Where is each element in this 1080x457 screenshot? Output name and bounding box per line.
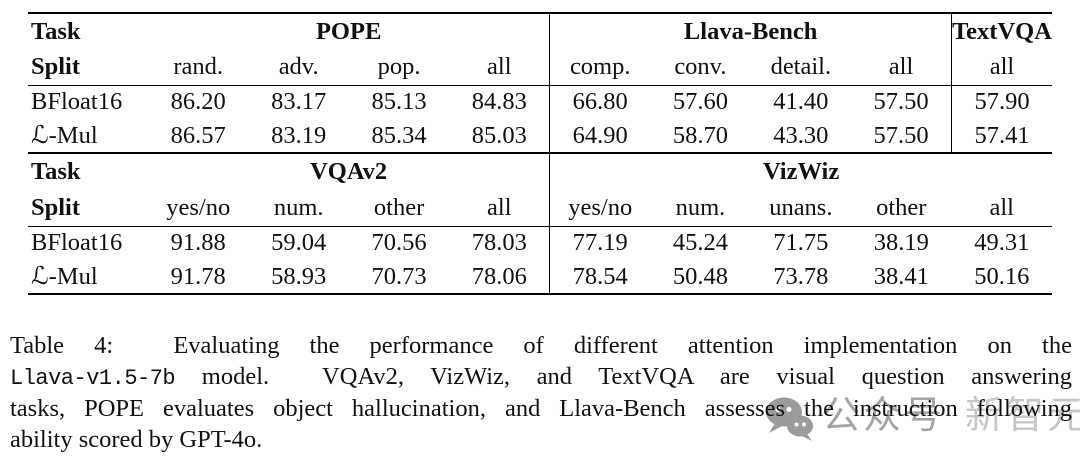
- table-section-pope-llavabench-textvqa: Task POPE Llava-Bench TextVQA Split rand…: [28, 12, 1052, 154]
- subheader: unans.: [750, 190, 852, 227]
- data-cell: 57.41: [974, 121, 1030, 149]
- subheader: all: [449, 190, 551, 227]
- subheader: rand.: [148, 49, 249, 86]
- split-header: Split: [28, 190, 148, 227]
- data-cell: 70.73: [371, 262, 427, 290]
- table-section-vqav2-vizwiz: Task VQAv2 VizWiz Split yes/no num. othe…: [28, 154, 1052, 295]
- data-cell: 58.93: [271, 262, 327, 290]
- data-cell: 91.78: [170, 262, 226, 290]
- data-cell: 91.88: [170, 229, 226, 257]
- data-cell: 50.48: [672, 262, 728, 290]
- caption-line-2: Llava-v1.5-7b model. VQAv2, VizWiz, and …: [10, 362, 1072, 395]
- data-cell: 86.57: [170, 121, 226, 149]
- data-cell: 84.83: [449, 85, 551, 119]
- group-header-vizwiz: VizWiz: [763, 158, 840, 186]
- caption-line-4: ability scored by GPT-4o.: [10, 425, 263, 453]
- chat-bubbles-icon: [766, 397, 813, 441]
- subheader: num.: [248, 190, 349, 227]
- data-cell: 57.50: [851, 119, 953, 153]
- data-cell: 86.20: [170, 88, 226, 116]
- data-cell: 83.17: [271, 88, 327, 116]
- data-cell: 57.60: [672, 88, 728, 116]
- row-label: BFloat16: [31, 229, 123, 257]
- data-cell: 38.19: [873, 229, 929, 257]
- table-row-lmul: ℒ-Mul 91.78 58.93 70.73 78.06 78.54 50.4…: [28, 260, 1052, 294]
- watermark-brand-label: 新智元: [965, 393, 1080, 437]
- data-cell: 85.03: [449, 119, 551, 153]
- subheader: all: [449, 49, 551, 86]
- subheader: yes/no: [148, 190, 249, 227]
- model-name-code: Llava-v1.5-7b: [10, 365, 176, 391]
- data-cell: 38.41: [873, 262, 929, 290]
- subheader: other: [851, 190, 952, 227]
- task-header: Task: [31, 17, 81, 45]
- results-tables: Task POPE Llava-Bench TextVQA Split rand…: [28, 12, 1052, 295]
- data-cell: 50.16: [974, 262, 1030, 290]
- row-label: ℒ-Mul: [31, 262, 98, 290]
- table-row-bfloat16: BFloat16 86.20 83.17 85.13 84.83 66.80 5…: [28, 85, 1052, 119]
- data-cell: 70.56: [371, 229, 427, 257]
- data-cell: 77.19: [572, 229, 628, 257]
- data-cell: 45.24: [672, 229, 728, 257]
- data-cell: 66.80: [572, 88, 628, 116]
- caption-line-2-text: model. VQAv2, VizWiz, and TextVQA are vi…: [175, 362, 1072, 390]
- data-cell: 41.40: [773, 88, 829, 116]
- data-cell: 57.90: [974, 88, 1030, 116]
- data-cell: 64.90: [572, 121, 628, 149]
- task-header: Task: [31, 158, 81, 186]
- caption-line-1: Table 4: Evaluating the performance of d…: [10, 332, 1072, 359]
- data-cell: 58.70: [672, 121, 728, 149]
- group-header-pope: POPE: [148, 13, 551, 49]
- group-header-vqav2: VQAv2: [148, 154, 551, 190]
- subheader: all: [951, 49, 1052, 86]
- group-header-textvqa: TextVQA: [952, 17, 1052, 45]
- row-label: ℒ-Mul: [31, 121, 98, 149]
- caption-line-3: tasks, POPE evaluates object hallucinati…: [10, 395, 1072, 423]
- watermark-platform-label: 公众号: [822, 393, 946, 437]
- group-header-llava-bench: Llava-Bench: [549, 13, 952, 49]
- table-row-lmul: ℒ-Mul 86.57 83.19 85.34 85.03 64.90 58.7…: [28, 119, 1052, 153]
- table-row-bfloat16: BFloat16 91.88 59.04 70.56 78.03 77.19 4…: [28, 226, 1052, 260]
- table-caption: Table 4: Evaluating the performance of d…: [10, 331, 1072, 455]
- data-cell: 43.30: [773, 121, 829, 149]
- data-cell: 83.19: [271, 121, 327, 149]
- data-cell: 57.50: [851, 85, 953, 119]
- subheader: detail.: [750, 49, 852, 86]
- subheader: all: [851, 49, 953, 86]
- subheader: other: [348, 190, 450, 227]
- watermark: 公众号 新智元: [764, 393, 1080, 442]
- subheader: comp.: [549, 49, 651, 86]
- subheader: all: [951, 190, 1052, 227]
- split-header: Split: [28, 49, 148, 86]
- data-cell: 78.06: [449, 260, 551, 294]
- data-cell: 59.04: [271, 229, 327, 257]
- data-cell: 73.78: [773, 262, 829, 290]
- data-cell: 85.13: [371, 88, 427, 116]
- subheader: conv.: [650, 49, 751, 86]
- subheader: num.: [650, 190, 751, 227]
- subheader: yes/no: [549, 190, 651, 227]
- data-cell: 85.34: [371, 121, 427, 149]
- data-cell: 71.75: [773, 229, 829, 257]
- subheader: pop.: [348, 49, 450, 86]
- data-cell: 49.31: [974, 229, 1030, 257]
- data-cell: 78.54: [572, 262, 628, 290]
- data-cell: 78.03: [449, 226, 551, 260]
- subheader: adv.: [248, 49, 349, 86]
- row-label: BFloat16: [31, 88, 123, 116]
